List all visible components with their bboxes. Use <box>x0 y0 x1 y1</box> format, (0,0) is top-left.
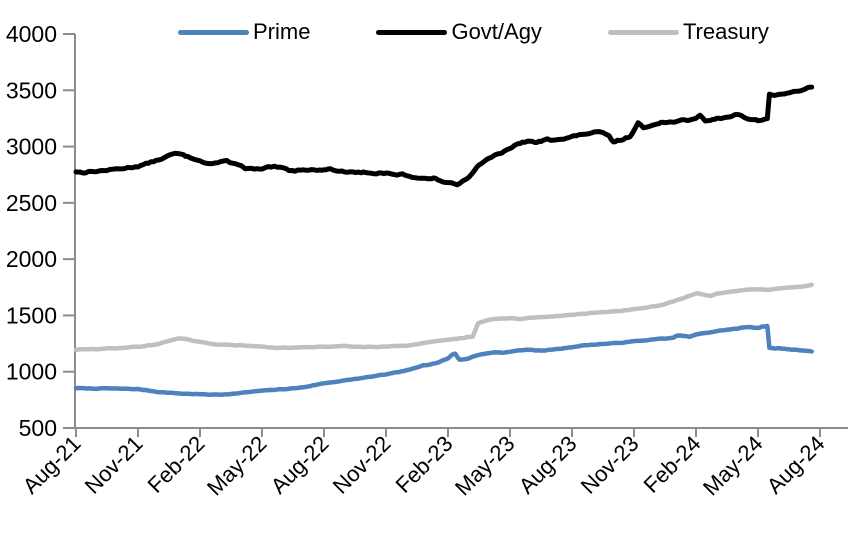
y-tick-label: 2500 <box>6 190 57 216</box>
x-tick-label: Feb-23 <box>391 431 458 498</box>
legend-swatch-prime <box>178 29 249 35</box>
y-tick-label: 1500 <box>6 302 57 328</box>
axis-lines <box>74 34 848 429</box>
x-tick-label: May-24 <box>698 431 768 501</box>
x-tick-label: Nov-23 <box>576 431 644 499</box>
x-tick-label: Aug-22 <box>266 431 334 499</box>
x-tick-label: May-23 <box>450 431 520 501</box>
legend-swatch-treasury <box>607 29 679 35</box>
y-tick-label: 2000 <box>6 246 57 272</box>
x-tick-label: Aug-21 <box>18 431 86 499</box>
series-line-prime <box>73 323 814 397</box>
y-tick-label: 500 <box>19 415 57 441</box>
y-tick-label: 3500 <box>6 77 57 103</box>
legend-label-govt-agy: Govt/Agy <box>451 19 542 44</box>
legend-item-prime: Prime <box>178 21 310 43</box>
legend-item-treasury: Treasury <box>607 19 769 44</box>
y-tick-label: 4000 <box>6 21 57 47</box>
legend-item-govt-agy: Govt/Agy <box>376 19 542 44</box>
x-tick-label: Feb-24 <box>639 431 706 498</box>
legend-swatch-govt-agy <box>376 29 448 35</box>
series-line-treasury <box>73 282 814 353</box>
legend-label-treasury: Treasury <box>682 19 769 44</box>
legend-label-prime: Prime <box>253 19 311 44</box>
y-tick-label: 3000 <box>6 134 57 160</box>
x-tick-label: Aug-24 <box>762 431 830 499</box>
x-tick-label: Nov-22 <box>328 431 396 499</box>
x-tick-label: Aug-23 <box>514 431 582 499</box>
x-tick-label: Feb-22 <box>143 431 210 498</box>
x-tick-label: May-22 <box>202 431 272 501</box>
y-tick-label: 1000 <box>6 359 57 385</box>
chart-legend: Prime Govt/Agy Treasury <box>178 21 769 43</box>
series-line-govt-agy <box>73 84 815 188</box>
x-tick-label: Nov-21 <box>80 431 148 499</box>
